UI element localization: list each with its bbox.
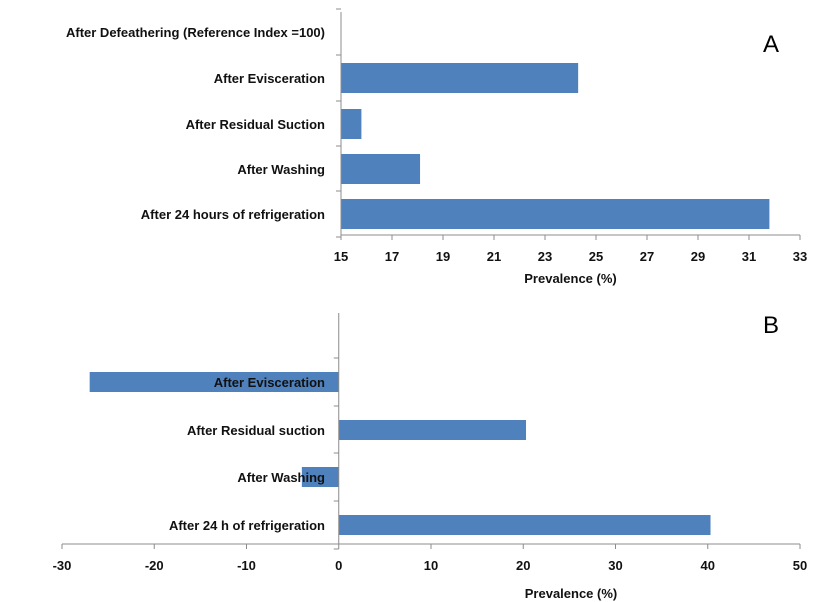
panel-a-letter: A: [763, 31, 779, 58]
panel-a-category-label-2: After Evisceration: [214, 71, 325, 86]
panel-b-tick-label-9: 50: [793, 558, 807, 573]
panel-b-bar-4: [338, 515, 711, 535]
panel-b-category-label-2: After Residual suction: [187, 423, 325, 438]
panel-a-bar-2: [341, 63, 579, 93]
panel-b-bar-1: [89, 372, 339, 392]
panel-b-category-label-1: After Evisceration: [214, 375, 325, 390]
panel-a-tick-label-1: 15: [334, 249, 348, 264]
panel-a-tick-label-7: 27: [640, 249, 654, 264]
panel-b-tick-label-1: -30: [53, 558, 72, 573]
panel-b-tick-label-8: 40: [701, 558, 715, 573]
panel-a-bar-3: [341, 109, 362, 139]
panel-a-tick-label-8: 29: [691, 249, 705, 264]
panel-b-category-label-4: After 24 h of refrigeration: [169, 518, 325, 533]
panel-b-tick-label-2: -20: [145, 558, 164, 573]
panel-a-category-label-3: After Residual Suction: [186, 117, 325, 132]
panel-b-tick-label-7: 30: [608, 558, 622, 573]
panel-a-category-label-1: After Defeathering (Reference Index =100…: [66, 25, 325, 40]
panel-b-chart: After Evisceration After Residual suction…: [53, 312, 808, 601]
panel-b-tick-label-5: 10: [424, 558, 438, 573]
panel-a-bar-5: [341, 199, 770, 229]
panel-b-tick-label-3: -10: [237, 558, 256, 573]
panel-a-tick-label-5: 23: [538, 249, 552, 264]
panel-a-tick-label-4: 21: [487, 249, 501, 264]
panel-a-bar-4: [341, 154, 421, 184]
panel-a-x-axis-title: Prevalence (%): [524, 271, 617, 286]
panel-b-tick-label-6: 20: [516, 558, 530, 573]
panel-b-bar-3: [301, 467, 339, 487]
panel-b-bar-2: [338, 420, 527, 440]
panel-a-tick-label-10: 33: [793, 249, 807, 264]
panel-b-category-label-3: After Washing: [237, 470, 325, 485]
panel-a-tick-label-2: 17: [385, 249, 399, 264]
panel-b-tick-label-4: 0: [335, 558, 342, 573]
panel-a-tick-label-6: 25: [589, 249, 603, 264]
panel-a-chart: After Defeathering (Reference Index =100…: [66, 8, 807, 286]
panel-a-category-label-5: After 24 hours of refrigeration: [141, 207, 325, 222]
panel-b-x-axis-title: Prevalence (%): [525, 586, 618, 601]
panel-b-letter: B: [763, 312, 779, 339]
panel-a-category-label-4: After Washing: [237, 162, 325, 177]
panel-a-tick-label-3: 19: [436, 249, 450, 264]
panel-a-tick-label-9: 31: [742, 249, 756, 264]
